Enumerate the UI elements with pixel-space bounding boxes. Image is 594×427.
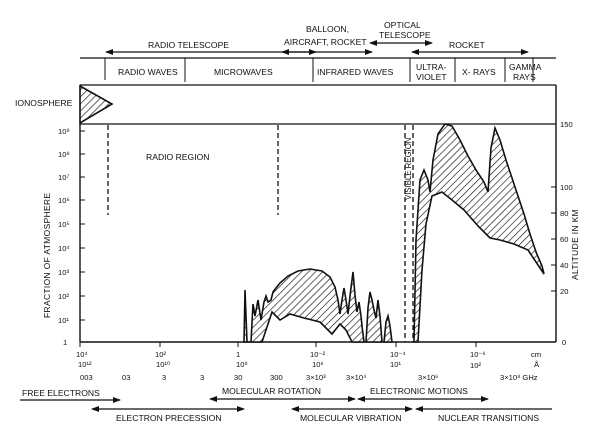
wavelength-tick-1e-4: 10⁻⁴ (390, 350, 406, 359)
rocket-label: ROCKET (449, 40, 486, 50)
plot-content: RADIO REGION VISIBLE REGION (107, 123, 545, 343)
left-tick-1e6: 10⁶ (58, 196, 70, 205)
ghz-tick-300: 300 (270, 373, 283, 382)
frequency-tick-1e6: 10⁶ (312, 360, 324, 369)
frequency-tick-1e12: 10¹² (78, 360, 92, 369)
frequency-tick-1e8: 10⁸ (236, 360, 248, 369)
ghz-tick-3x10-8: 3×10⁸ GHz (500, 373, 538, 382)
bottom-scales: 10⁴ 10² 1 10⁻² 10⁻⁴ 10⁻⁶ cm Å 10¹² 10¹⁰ … (76, 342, 541, 382)
ghz-tick-3x10-4: 3×10⁴ (346, 373, 366, 382)
left-tick-1e3: 10³ (58, 268, 69, 277)
balloon-label: BALLOON, (306, 24, 349, 34)
free-electrons-label: FREE ELECTRONS (22, 388, 100, 398)
infrared-absorption-main (243, 268, 365, 343)
ghz-tick-30: 30 (234, 373, 242, 382)
nuclear-transitions-label: NUCLEAR TRANSITIONS (438, 413, 539, 423)
left-tick-1e9: 10⁹ (58, 127, 70, 136)
band-ultraviolet-line2: VIOLET (416, 72, 447, 82)
right-tick-0: 0 (562, 338, 566, 347)
ghz-tick-10-2: 10² (470, 361, 481, 370)
band-radio-waves: RADIO WAVES (118, 67, 178, 77)
aircraft-rocket-label: AIRCRAFT, ROCKET (284, 37, 367, 47)
visible-region-label: VISIBLE REGION (404, 138, 413, 200)
ionosphere-band: IONOSPHERE (15, 84, 556, 125)
band-strip: RADIO WAVES MICROWAVES INFRARED WAVES UL… (80, 57, 556, 82)
electronic-motions-label: ELECTRONIC MOTIONS (370, 386, 468, 396)
molecular-rotation-label: MOLECULAR ROTATION (222, 386, 321, 396)
left-axis: 10⁹ 10⁸ 10⁷ 10⁶ 10⁵ 10⁴ 10³ 10² 10¹ 1 FR… (42, 127, 85, 347)
frequency-tick-1e1: 10¹ (390, 360, 401, 369)
left-tick-1: 1 (63, 338, 67, 347)
ghz-tick-3b: 3 (200, 373, 204, 382)
radio-telescope-label: RADIO TELESCOPE (148, 40, 229, 50)
band-gamma-line1: GAMMA (509, 62, 542, 72)
physical-processes: FREE ELECTRONS ELECTRON PRECESSION MOLEC… (20, 386, 552, 423)
telescope-label: TELESCOPE (379, 30, 431, 40)
optical-label: OPTICAL (384, 20, 421, 30)
wavelength-tick-1e4: 10⁴ (76, 350, 88, 359)
band-gamma-line2: RAYS (513, 72, 536, 82)
wavelength-unit-cm: cm (531, 350, 541, 359)
left-tick-1e1: 10¹ (58, 316, 69, 325)
right-axis-label: ALTITUDE IN KM (570, 209, 580, 280)
wavelength-tick-1: 1 (236, 350, 240, 359)
ionosphere-wedge (79, 84, 114, 125)
observing-methods: RADIO TELESCOPE BALLOON, AIRCRAFT, ROCKE… (105, 20, 529, 55)
frequency-tick-1e10: 10¹⁰ (156, 360, 170, 369)
band-x-rays: X- RAYS (462, 67, 496, 77)
right-tick-40: 40 (560, 261, 568, 270)
band-microwaves: MICROWAVES (214, 67, 273, 77)
left-tick-1e8: 10⁸ (58, 150, 70, 159)
infrared-absorption-spike-a (365, 291, 383, 343)
radio-region-label: RADIO REGION (146, 152, 210, 162)
electron-precession-label: ELECTRON PRECESSION (116, 413, 222, 423)
right-tick-20: 20 (560, 287, 568, 296)
ghz-tick-3x10-3: 3×10³ (306, 373, 326, 382)
wavelength-tick-1e-2: 10⁻² (310, 350, 325, 359)
infrared-absorption-spike-b (383, 312, 393, 343)
ghz-tick-3a: 3 (162, 373, 166, 382)
ghz-tick-003: 003 (80, 373, 93, 382)
left-tick-1e4: 10⁴ (58, 244, 70, 253)
right-tick-80: 80 (560, 209, 568, 218)
wavelength-unit-angstrom: Å (534, 360, 540, 369)
left-tick-1e2: 10² (58, 292, 69, 301)
left-tick-1e7: 10⁷ (58, 173, 69, 182)
right-tick-100: 100 (560, 183, 573, 192)
ghz-tick-03: 03 (122, 373, 130, 382)
right-tick-60: 60 (560, 235, 568, 244)
left-tick-1e5: 10⁵ (58, 220, 70, 229)
wavelength-tick-1e2: 10² (155, 350, 166, 359)
uv-xray-absorption (413, 123, 545, 343)
ionosphere-label: IONOSPHERE (15, 98, 73, 108)
molecular-vibration-label: MOLECULAR VIBRATION (300, 413, 402, 423)
band-ultraviolet-line1: ULTRA- (416, 62, 447, 72)
right-axis: 150 100 80 60 40 20 0 ALTITUDE IN KM (551, 120, 580, 347)
band-infrared-waves: INFRARED WAVES (317, 67, 394, 77)
right-tick-150: 150 (560, 120, 573, 129)
ghz-tick-3x10-6: 3×10⁶ (418, 373, 438, 382)
wavelength-tick-1e-6: 10⁻⁶ (470, 350, 486, 359)
left-axis-label: FRACTION OF ATMOSPHERE (42, 193, 52, 318)
